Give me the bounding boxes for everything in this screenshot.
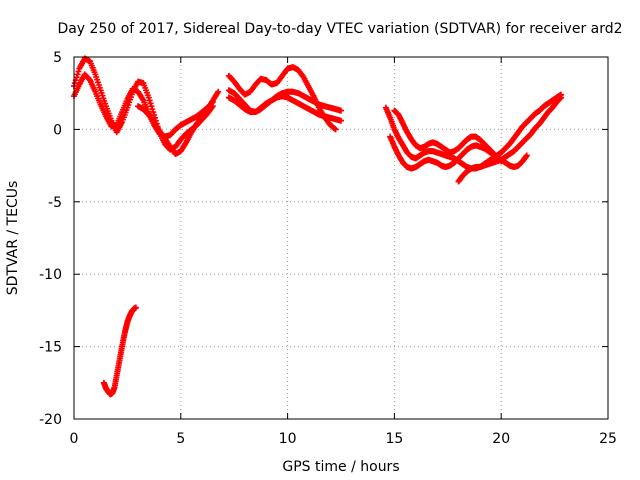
data-point bbox=[523, 152, 530, 159]
y-axis-label: SDTVAR / TECUs bbox=[5, 181, 21, 296]
y-tick-label: 5 bbox=[53, 50, 62, 66]
x-tick-label: 5 bbox=[176, 431, 185, 447]
y-tick-label: -20 bbox=[39, 412, 62, 428]
data-point bbox=[558, 94, 565, 101]
data-point bbox=[145, 94, 152, 101]
series-sat-f bbox=[225, 88, 344, 116]
x-tick-label: 25 bbox=[599, 431, 617, 447]
x-axis-label: GPS time / hours bbox=[282, 459, 399, 475]
data-point bbox=[338, 107, 344, 114]
data-point bbox=[73, 74, 80, 81]
data-point bbox=[150, 109, 157, 116]
data-point bbox=[146, 97, 153, 104]
x-tick-label: 15 bbox=[385, 431, 403, 447]
series-sat-d bbox=[225, 64, 339, 133]
y-tick-label: 0 bbox=[53, 122, 62, 138]
y-tick-label: -15 bbox=[39, 340, 62, 356]
y-tick-label: -10 bbox=[39, 267, 62, 283]
x-tick-label: 0 bbox=[70, 431, 79, 447]
series-sat-k bbox=[100, 304, 139, 398]
x-tick-label: 20 bbox=[492, 431, 510, 447]
data-point bbox=[148, 103, 155, 110]
plot-border bbox=[73, 56, 609, 420]
data-point bbox=[332, 126, 339, 133]
data-point bbox=[215, 88, 222, 95]
data-points bbox=[71, 55, 565, 398]
y-tick-label: -5 bbox=[48, 195, 62, 211]
data-point bbox=[74, 71, 81, 78]
series-sat-i bbox=[391, 107, 505, 165]
x-tick-label: 10 bbox=[279, 431, 297, 447]
chart-title: Day 250 of 2017, Sidereal Day-to-day VTE… bbox=[57, 21, 622, 37]
data-point bbox=[75, 68, 82, 75]
data-point bbox=[338, 117, 344, 124]
axis-ticks: 0 5 10 15 20 25 5 0 -5 -10 -15 -20 bbox=[39, 50, 617, 447]
data-point bbox=[71, 80, 78, 87]
data-point bbox=[149, 106, 156, 113]
series-sat-j bbox=[455, 94, 565, 185]
data-point bbox=[147, 100, 154, 107]
series-sat-c bbox=[135, 88, 222, 158]
data-point bbox=[132, 304, 139, 311]
